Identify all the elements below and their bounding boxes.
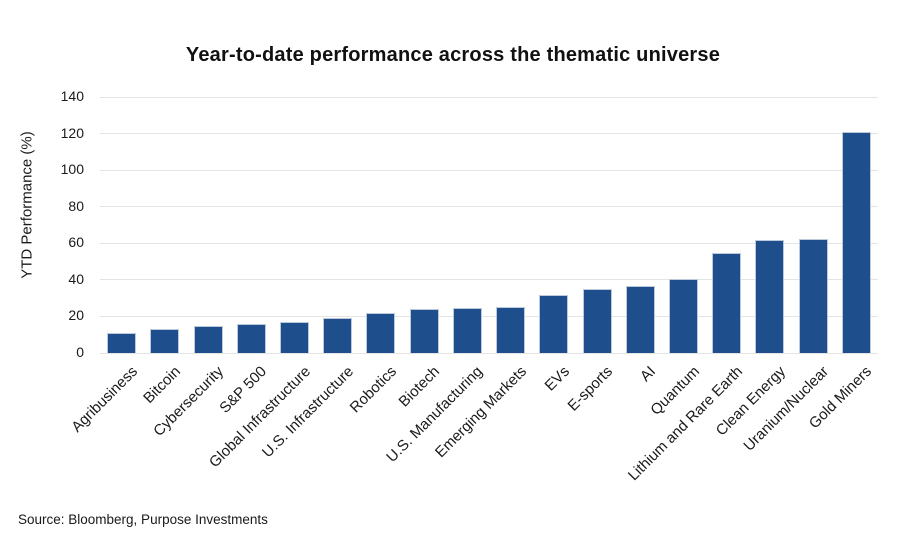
bar-emerging-markets [496, 307, 526, 353]
gridline-y-20 [100, 315, 878, 317]
bar-s-p-500 [236, 323, 266, 353]
bar-evs [539, 294, 569, 353]
y-tick-label-0: 0 [76, 344, 84, 360]
y-tick-label-80: 80 [68, 197, 84, 214]
chart-title: Year-to-date performance across the them… [185, 44, 721, 66]
plot-area [100, 96, 878, 354]
x-tick-labels: Agribusiness Bitcoin Cybersecurity S&P 500 G… [68, 360, 878, 520]
bar-robotics [366, 312, 396, 353]
bar-ai [625, 286, 655, 353]
gridline-y-80 [100, 206, 878, 208]
gridline-y-60 [100, 242, 878, 244]
bar-u-s-infrastructure [323, 318, 353, 353]
bar-uranium-nuclear [798, 238, 828, 353]
gridline-y-100 [100, 169, 878, 171]
y-tick-label-20: 20 [68, 307, 84, 324]
bar-biotech [409, 309, 439, 353]
gridline-y-0 [100, 352, 878, 354]
bar-cybersecurity [193, 325, 223, 353]
y-tick-label-100: 100 [60, 161, 84, 178]
bar-gold-miners [841, 131, 871, 353]
y-tick-label-40: 40 [68, 270, 84, 287]
y-tick-label-140: 140 [60, 88, 84, 104]
bar-global-infrastructure [280, 321, 309, 353]
gridline-y-120 [100, 133, 878, 135]
bar-u-s-manufacturing [452, 308, 482, 353]
gridline-y-140 [100, 96, 878, 98]
bar-clean-energy [755, 239, 785, 353]
bar-agribusiness [107, 332, 137, 353]
y-tick-label-60: 60 [68, 234, 84, 251]
bar-e-sports [582, 289, 612, 353]
bar-quantum [669, 278, 698, 353]
bar-bitcoin [150, 329, 180, 353]
source-note: Source: Bloomberg, Purpose Investments [18, 512, 268, 527]
bar-lithium-and-rare-earth [712, 253, 742, 353]
y-tick-label-120: 120 [60, 124, 84, 141]
gridline-y-40 [100, 279, 878, 281]
